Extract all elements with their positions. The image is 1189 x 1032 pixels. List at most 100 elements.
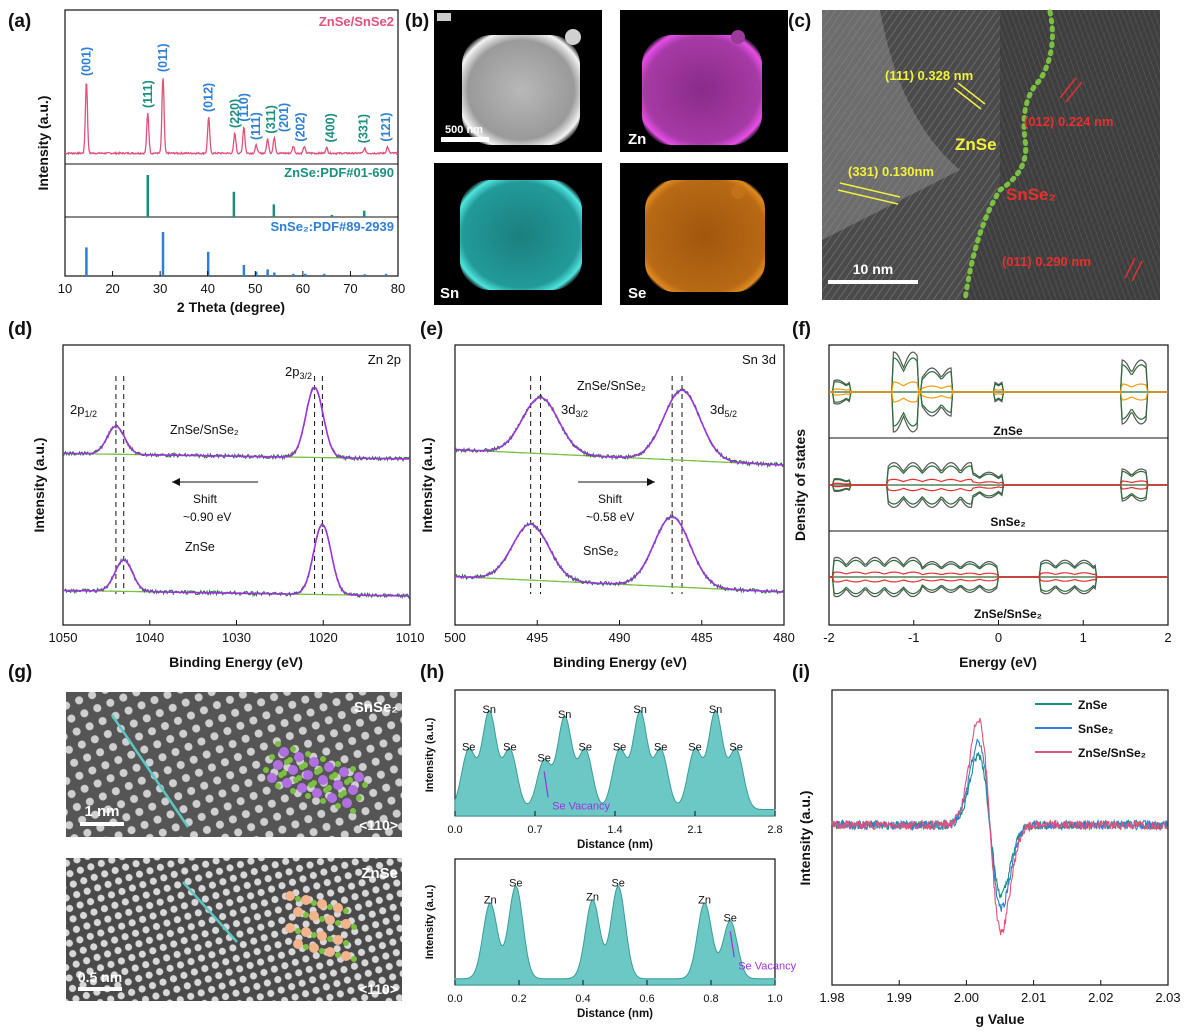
xrd-x-ticks: 10 20 30 40 50 60 70 80 bbox=[58, 271, 405, 296]
atom-sn bbox=[312, 788, 322, 798]
xrd-peak-label: (220) bbox=[228, 99, 242, 128]
profile-bottom-x-ticks: 0.0 0.2 0.4 0.6 0.8 1.0 bbox=[447, 980, 783, 1005]
atom-se bbox=[296, 775, 302, 781]
atom-sn bbox=[279, 747, 289, 757]
xrd-ref-snse2-label: SnSe₂:PDF#89-2939 bbox=[270, 219, 394, 234]
profile-tick-label: 0.8 bbox=[703, 993, 718, 1005]
dos-curves bbox=[829, 351, 1168, 598]
atom-sn bbox=[324, 762, 334, 772]
profile-atom-label: Se bbox=[537, 752, 550, 764]
profile-atom-label: Se bbox=[462, 742, 475, 754]
xps-sn-shift-value: ~0.58 eV bbox=[586, 510, 634, 524]
epr-tick-label: 1.99 bbox=[887, 990, 912, 1005]
atom-sn bbox=[273, 760, 283, 770]
xrd-tick-label: 10 bbox=[58, 281, 72, 296]
hrtem-znse-label: ZnSe bbox=[955, 135, 997, 154]
xrd-peak-label: (001) bbox=[79, 47, 93, 76]
panel-label-d: (d) bbox=[8, 319, 32, 340]
epr-legend: ZnSe SnSe₂ ZnSe/SnSe₂ bbox=[1035, 698, 1146, 760]
xrd-peak-label: (311) bbox=[264, 105, 278, 134]
atom-se bbox=[335, 952, 341, 958]
xps-sn-3d32-label: 3d3/2 bbox=[561, 402, 588, 419]
epr-tick-label: 1.98 bbox=[819, 990, 844, 1005]
hrtem-fringe-2: (331) 0.130nm bbox=[848, 164, 934, 179]
atom-sn bbox=[339, 767, 349, 777]
xps-raw-line bbox=[62, 522, 411, 600]
haadf-bottom-label: ZnSe bbox=[361, 865, 398, 882]
xrd-tick-label: 60 bbox=[296, 281, 310, 296]
profile-tick-label: 1.0 bbox=[767, 993, 782, 1005]
dos-y-axis-label: Density of states bbox=[792, 429, 808, 541]
eds-sn-label: Sn bbox=[440, 285, 459, 302]
profile-area bbox=[454, 709, 776, 817]
haadf-top-scale: 1 nm bbox=[84, 803, 119, 820]
xrd-peak-annotations: (001)(111)(011)(012)(220)(110)(111) (311)… bbox=[79, 44, 393, 144]
atom-zn bbox=[301, 895, 311, 905]
panel-g-haadf: SnSe₂ <110> 1 nm ZnSe <110> 0.5 nm bbox=[66, 692, 402, 1001]
panel-a-xrd: (001)(111)(011)(012)(220)(110)(111) (311)… bbox=[35, 9, 405, 315]
atom-se bbox=[350, 766, 356, 772]
atom-se bbox=[311, 900, 317, 906]
panel-label-h: (h) bbox=[420, 662, 444, 683]
atom-sn bbox=[303, 770, 313, 780]
xps-sn-bottom-label: SnSe₂ bbox=[583, 544, 619, 558]
atom-se bbox=[305, 751, 311, 757]
xrd-peak-label: (331) bbox=[357, 114, 371, 143]
dos-x-axis-label: Energy (eV) bbox=[959, 654, 1037, 670]
haadf-top-label: SnSe₂ bbox=[354, 699, 398, 716]
xps-sn-3d52-label: 3d5/2 bbox=[710, 402, 737, 419]
panel-i-epr: ZnSe SnSe₂ ZnSe/SnSe₂ 1.98 1.99 2.00 2.01 2.02… bbox=[797, 689, 1181, 1027]
eds-scale-label: 500 nm bbox=[445, 124, 483, 136]
xps-zn-shift-label: Shift bbox=[193, 492, 218, 506]
profile-top-x-ticks: 0.0 0.7 1.4 2.1 2.8 bbox=[447, 811, 783, 836]
profile-atom-label: Se bbox=[503, 742, 516, 754]
xps-zn-x-axis-label: Binding Energy (eV) bbox=[169, 654, 303, 670]
profile-tick-label: 0.6 bbox=[639, 993, 654, 1005]
xps-sn-curves bbox=[454, 388, 784, 595]
xrd-tick-label: 20 bbox=[105, 281, 119, 296]
atom-se bbox=[319, 916, 325, 922]
atom-se bbox=[311, 932, 317, 938]
epr-tick-label: 2.01 bbox=[1021, 990, 1046, 1005]
atom-sn bbox=[318, 775, 328, 785]
atom-se bbox=[319, 948, 325, 954]
atom-se bbox=[335, 920, 341, 926]
xrd-ref-snse2-sticks bbox=[85, 232, 388, 276]
xps-sn-tick-label: 500 bbox=[444, 630, 466, 645]
atom-se bbox=[290, 746, 296, 752]
atom-zn bbox=[341, 919, 351, 929]
profile-tick-label: 1.4 bbox=[607, 824, 622, 836]
profile-atom-label: Se bbox=[509, 878, 522, 890]
atom-zn bbox=[285, 923, 295, 933]
atom-sn bbox=[354, 772, 364, 782]
dos-curve-up bbox=[829, 465, 1168, 486]
epr-legend-label: ZnSe bbox=[1078, 698, 1108, 712]
hrtem-scale-label: 10 nm bbox=[853, 261, 893, 277]
profile-atom-label: Sn bbox=[558, 709, 571, 721]
atom-se bbox=[302, 762, 308, 768]
profile-vacancy-arrow bbox=[729, 931, 735, 958]
atom-se bbox=[332, 772, 338, 778]
xps-raw-line bbox=[454, 513, 784, 595]
xps-fit-line bbox=[455, 516, 784, 593]
atom-se bbox=[326, 785, 332, 791]
dos-curve-down bbox=[829, 484, 1168, 492]
profile-atom-label: Se bbox=[613, 742, 626, 754]
atom-se bbox=[320, 756, 326, 762]
xrd-sample-line bbox=[64, 78, 399, 156]
xps-fit-line bbox=[63, 386, 410, 460]
xrd-peak-label: (201) bbox=[277, 103, 291, 132]
xps-zn-y-axis-label: Intensity (a.u.) bbox=[31, 438, 47, 533]
xrd-x-axis-label: 2 Theta (degree) bbox=[177, 299, 285, 315]
atom-sn bbox=[327, 793, 337, 803]
dos-curve-up bbox=[829, 478, 1168, 486]
xrd-peak-label: (111) bbox=[141, 80, 155, 108]
panel-label-e: (e) bbox=[420, 319, 443, 340]
panel-label-c: (c) bbox=[788, 11, 811, 32]
epr-y-axis-label: Intensity (a.u.) bbox=[797, 791, 813, 886]
atom-se bbox=[303, 944, 309, 950]
xps-fit-line bbox=[63, 523, 410, 597]
atom-se bbox=[305, 793, 311, 799]
atom-zn bbox=[301, 927, 311, 937]
